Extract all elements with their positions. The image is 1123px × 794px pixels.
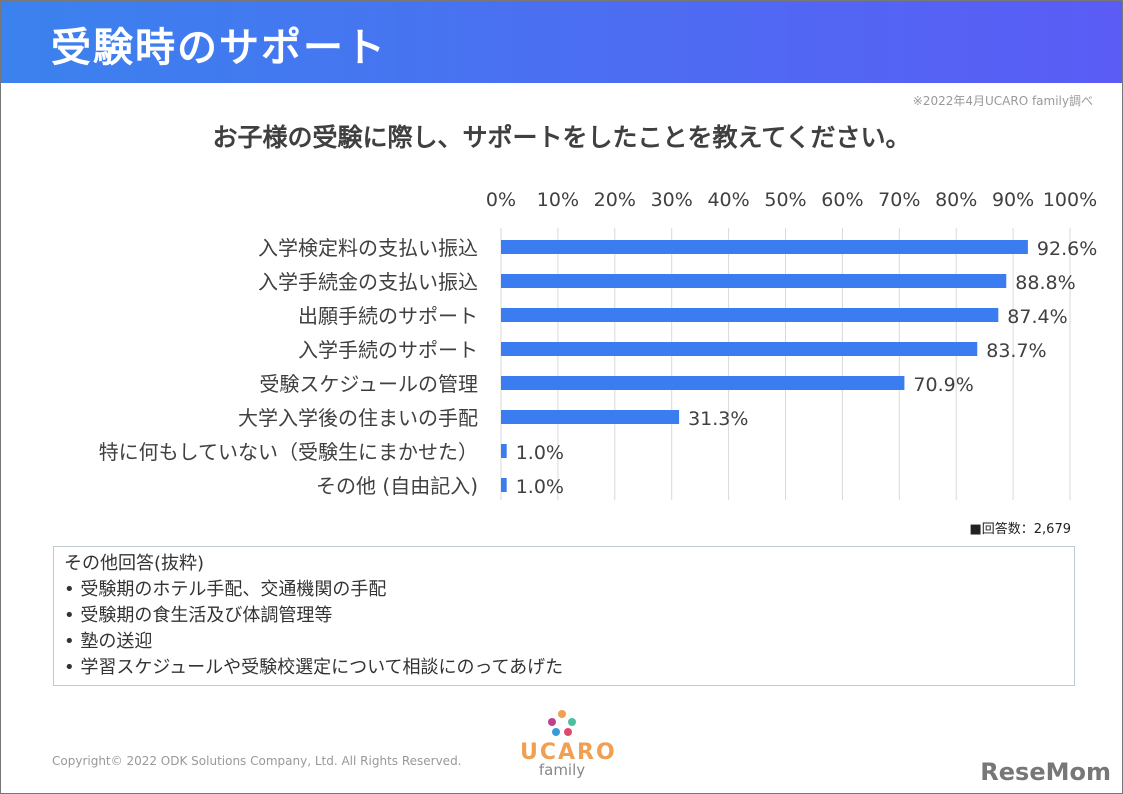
- x-tick-label: 50%: [764, 189, 806, 211]
- other-answer-item: 受験期のホテル手配、交通機関の手配: [64, 577, 1064, 603]
- category-label: 入学検定料の支払い振込: [258, 236, 478, 260]
- data-label: 70.9%: [913, 374, 973, 396]
- respondent-count: ■回答数：2,679: [969, 522, 1072, 537]
- bar: [501, 342, 978, 356]
- data-label: 83.7%: [986, 340, 1046, 362]
- bar: [501, 410, 680, 424]
- copyright: Copyright© 2022 ODK Solutions Company, L…: [52, 754, 462, 768]
- x-tick-label: 60%: [821, 189, 863, 211]
- bar: [501, 376, 905, 390]
- data-label: 87.4%: [1007, 306, 1067, 328]
- category-label: 入学手続金の支払い振込: [258, 270, 478, 294]
- data-label: 1.0%: [516, 442, 564, 464]
- x-tick-label: 20%: [594, 189, 636, 211]
- resemom-logo: ReseMom: [980, 758, 1111, 786]
- x-tick-label: 80%: [935, 189, 977, 211]
- other-answers-box: その他回答(抜粋) 受験期のホテル手配、交通機関の手配 受験期の食生活及び体調管…: [53, 546, 1075, 686]
- other-answer-item: 受験期の食生活及び体調管理等: [64, 603, 1064, 629]
- category-label: 入学手続のサポート: [298, 338, 478, 362]
- bar-chart: 0% 10% 20% 30% 40% 50% 60% 70% 80% 90% 100% 入学検定料の支…: [99, 189, 1097, 500]
- bar: [501, 274, 1007, 288]
- x-tick-label: 90%: [992, 189, 1034, 211]
- page-title: 受験時のサポート: [51, 25, 387, 71]
- other-answers-title: その他回答(抜粋): [64, 553, 205, 574]
- x-tick-label: 70%: [878, 189, 920, 211]
- category-label: 出願手続のサポート: [298, 304, 478, 328]
- chart-title: お子様の受験に際し、サポートをしたことを教えてください。: [212, 123, 911, 152]
- category-label: 大学入学後の住まいの手配: [238, 406, 478, 430]
- x-tick-label: 30%: [651, 189, 693, 211]
- flower-icon: [548, 710, 576, 736]
- other-answer-item: 塾の送迎: [64, 629, 1064, 655]
- other-answer-item: 学習スケジュールや受験校選定について相談にのってあげた: [64, 655, 1064, 681]
- data-label: 88.8%: [1015, 272, 1075, 294]
- logo-text: UCARO: [520, 740, 617, 765]
- x-tick-label: 0%: [486, 189, 516, 211]
- bar: [501, 478, 507, 492]
- data-label: 92.6%: [1037, 238, 1097, 260]
- ucaro-logo: UCARO family: [520, 706, 615, 779]
- x-tick-label: 100%: [1043, 189, 1097, 211]
- bar: [501, 240, 1028, 254]
- category-label: 特に何もしていない（受験生にまかせた）: [99, 440, 478, 464]
- source-note: ※2022年4月UCARO family調べ: [912, 94, 1093, 108]
- header-bar: 受験時のサポート: [1, 1, 1122, 83]
- category-label: 受験スケジュールの管理: [259, 372, 478, 396]
- x-tick-label: 40%: [707, 189, 749, 211]
- data-label: 1.0%: [516, 476, 564, 498]
- bar: [501, 308, 999, 322]
- category-label: その他 (自由記入): [316, 474, 478, 498]
- logo-sub: family: [538, 761, 586, 779]
- bar: [501, 444, 507, 458]
- data-label: 31.3%: [688, 408, 748, 430]
- x-tick-label: 10%: [537, 189, 579, 211]
